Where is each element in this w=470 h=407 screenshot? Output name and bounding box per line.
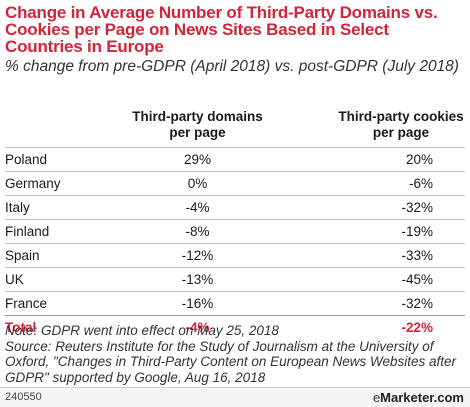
domains-cell: -12% xyxy=(130,243,265,268)
cookies-cell: -6% xyxy=(265,171,465,196)
chart-id: 240550 xyxy=(5,391,42,403)
table-row: Germany 0% -6% xyxy=(5,171,465,196)
note-text: Note: GDPR went into effect on May 25, 2… xyxy=(5,323,279,338)
header-country xyxy=(5,105,130,148)
country-cell: Spain xyxy=(5,243,130,268)
cookies-cell: -22% xyxy=(265,315,465,339)
header-row: Third-party domains per page Third-party… xyxy=(5,105,465,148)
chart-subtitle: % change from pre-GDPR (April 2018) vs. … xyxy=(5,58,459,75)
domains-cell: 0% xyxy=(130,171,265,196)
table-row: Poland 29% 20% xyxy=(5,147,465,172)
cookies-cell: -33% xyxy=(265,243,465,268)
header-domains: Third-party domains per page xyxy=(132,109,263,140)
country-cell: Germany xyxy=(5,171,130,196)
cookies-cell: -32% xyxy=(265,195,465,220)
country-cell: UK xyxy=(5,267,130,292)
domains-cell: 29% xyxy=(130,147,265,172)
chart-title: Change in Average Number of Third-Party … xyxy=(5,3,438,56)
source-text: Source: Reuters Institute for the Study … xyxy=(5,338,457,385)
cookies-cell: 20% xyxy=(265,147,465,172)
table-row: France -16% -32% xyxy=(5,291,465,316)
footer-bar: 240550 eMarketer.com xyxy=(0,387,470,407)
notes: Note: GDPR went into effect on May 25, 2… xyxy=(5,323,467,385)
brand-rest: Marketer.com xyxy=(380,390,464,405)
country-cell: Finland xyxy=(5,219,130,244)
table-row: Finland -8% -19% xyxy=(5,219,465,244)
domains-cell: -8% xyxy=(130,219,265,244)
country-cell: France xyxy=(5,291,130,316)
header-cookies-label: Third-party cookies per page xyxy=(338,109,464,140)
brand-e: e xyxy=(372,390,381,405)
domains-cell: -13% xyxy=(130,267,265,292)
cookies-cell: -45% xyxy=(265,267,465,292)
domains-cell: -16% xyxy=(130,291,265,316)
cookies-cell: -19% xyxy=(265,219,465,244)
table-row: UK -13% -45% xyxy=(5,267,465,292)
country-cell: Poland xyxy=(5,147,130,172)
table-row: Spain -12% -33% xyxy=(5,243,465,268)
table-row: Italy -4% -32% xyxy=(5,195,465,220)
cookies-cell: -32% xyxy=(265,291,465,316)
header-cookies: Third-party cookies per page xyxy=(265,105,465,148)
country-cell: Italy xyxy=(5,195,130,220)
total-row: Total -4% -22% xyxy=(5,315,465,339)
domains-cell: -4% xyxy=(130,315,265,339)
domains-cell: -4% xyxy=(130,195,265,220)
brand-logo[interactable]: eMarketer.com xyxy=(373,390,464,405)
country-cell: Total xyxy=(5,315,130,339)
data-table: Third-party domains per page Third-party… xyxy=(5,105,465,339)
